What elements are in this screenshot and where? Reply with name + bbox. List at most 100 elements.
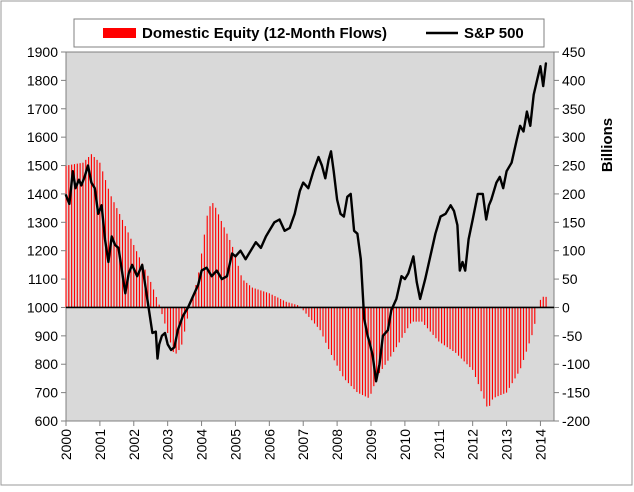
flow-bar (127, 232, 129, 308)
x-tick-label: 2011 (431, 429, 447, 459)
flow-bar (452, 307, 454, 351)
flow-bar (489, 307, 491, 406)
left-tick-label: 1600 (27, 129, 58, 145)
x-tick-label: 2006 (261, 429, 277, 460)
right-tick-label: 200 (562, 186, 586, 202)
flow-bar (415, 307, 417, 322)
x-tick-label: 2014 (532, 429, 548, 460)
flow-bar (356, 307, 358, 393)
right-tick-label: 250 (562, 158, 586, 174)
flow-bar (130, 238, 132, 308)
right-tick-label: 400 (562, 72, 586, 88)
flow-bar (291, 303, 293, 308)
flow-bar (234, 256, 237, 308)
flow-bar (325, 307, 327, 343)
flow-bar (138, 257, 140, 308)
flow-bar (361, 307, 364, 396)
right-tick-label: -150 (562, 385, 590, 401)
flow-bar (102, 171, 104, 308)
flow-bar (421, 307, 423, 322)
right-tick-label: -50 (562, 328, 582, 344)
left-tick-label: 1500 (27, 158, 58, 174)
flow-bar (82, 162, 84, 308)
flow-bar (274, 296, 276, 308)
flow-bar (212, 203, 214, 308)
left-tick-label: 1800 (27, 72, 58, 88)
x-tick-label: 2008 (329, 429, 345, 460)
flow-bar (167, 307, 169, 334)
flow-bar (342, 307, 344, 377)
flow-bar (251, 287, 253, 308)
flow-bar (308, 307, 310, 317)
flow-bar (88, 157, 90, 308)
flow-bar (96, 159, 98, 308)
flow-bar (147, 275, 149, 308)
flow-bar (200, 253, 203, 308)
flow-bar (240, 275, 242, 308)
flow-bar (545, 296, 547, 308)
flow-bar (339, 307, 341, 371)
flow-bar (364, 307, 366, 397)
flow-bar (192, 296, 194, 308)
x-tick-label: 2002 (126, 429, 142, 460)
right-tick-label: 100 (562, 243, 586, 259)
right-axis-title: Billions (599, 118, 616, 172)
flow-bar (333, 307, 335, 361)
flow-bar (446, 307, 448, 348)
flow-bar (254, 288, 256, 308)
right-tick-label: 150 (562, 214, 586, 230)
flow-bar (393, 307, 395, 352)
x-tick-label: 2001 (92, 429, 108, 460)
flow-bar (113, 202, 115, 308)
flow-bar (198, 272, 200, 308)
flow-bar (265, 292, 268, 308)
flow-bar (319, 307, 321, 331)
flow-bar (133, 245, 135, 308)
flow-bar (463, 307, 465, 362)
x-axis: 2000 2001 2002 2003 2004 2005 2006 2007 2008 2009… (58, 421, 548, 460)
flow-bar (429, 307, 431, 332)
flow-bar (350, 307, 352, 387)
right-axis: -200 -150 -100 -50 0 50 100 150 200 250 300 350 400 4… (554, 44, 590, 429)
flow-bar (534, 307, 536, 324)
flow-bar (107, 188, 109, 308)
flow-bar (169, 307, 172, 343)
x-tick-label: 2009 (363, 429, 379, 460)
legend-bar-swatch (103, 28, 136, 38)
flow-bar (525, 307, 527, 352)
flow-bar (161, 307, 163, 315)
flow-bar (539, 299, 542, 308)
left-tick-label: 900 (35, 328, 59, 344)
flow-bar (328, 307, 330, 350)
flow-bar (90, 154, 92, 308)
x-tick-label: 2013 (499, 429, 515, 460)
right-tick-label: 50 (562, 271, 578, 287)
flow-bar (297, 305, 299, 308)
flow-bar (520, 307, 522, 369)
flow-bar (378, 307, 381, 374)
flow-bar (195, 285, 197, 308)
flow-bar (93, 157, 95, 308)
flow-bar (136, 251, 138, 308)
flow-bar (500, 307, 502, 395)
flow-bar (116, 208, 118, 308)
flow-bar (260, 290, 262, 308)
right-tick-label: 300 (562, 129, 586, 145)
flow-bar (486, 307, 488, 407)
flow-bar (494, 307, 496, 398)
flow-bar (449, 307, 451, 350)
legend-label-flows: Domestic Equity (12-Month Flows) (142, 25, 387, 42)
flow-bar (305, 307, 307, 314)
flow-bar (294, 304, 296, 308)
flow-bar (466, 307, 468, 365)
flow-bar (186, 307, 188, 319)
flow-bar (460, 307, 462, 359)
flow-bar (435, 307, 437, 339)
flow-bar (223, 227, 225, 308)
flow-bar (441, 307, 443, 344)
legend: Domestic Equity (12-Month Flows) S&P 500 (73, 18, 545, 48)
flow-bar (477, 307, 479, 385)
flow-bar (209, 206, 211, 308)
flow-bar (457, 307, 460, 356)
